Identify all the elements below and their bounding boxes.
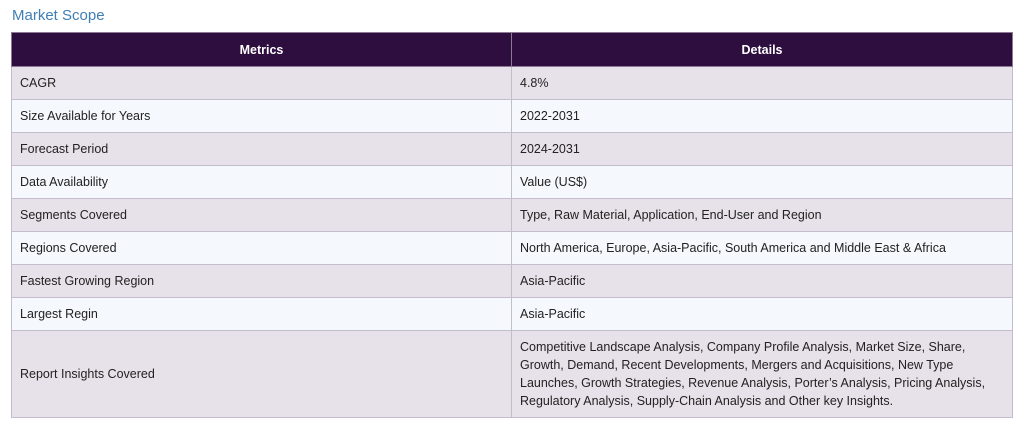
table-row: Largest Regin Asia-Pacific (11, 297, 1013, 331)
detail-cell: Value (US$) (511, 165, 1013, 199)
section-title: Market Scope (12, 7, 105, 24)
detail-cell: Asia-Pacific (511, 264, 1013, 298)
market-scope-table: Metrics Details CAGR 4.8% Size Available… (11, 32, 1013, 418)
metric-cell: Fastest Growing Region (11, 264, 512, 298)
detail-cell: 2024-2031 (511, 132, 1013, 166)
metric-cell: Report Insights Covered (11, 330, 512, 418)
column-header-details: Details (511, 32, 1013, 67)
table-row: Regions Covered North America, Europe, A… (11, 231, 1013, 265)
column-header-metrics: Metrics (11, 32, 512, 67)
table-row: Report Insights Covered Competitive Land… (11, 330, 1013, 418)
detail-cell: North America, Europe, Asia-Pacific, Sou… (511, 231, 1013, 265)
detail-cell: 4.8% (511, 66, 1013, 100)
table-row: Fastest Growing Region Asia-Pacific (11, 264, 1013, 298)
detail-cell: Type, Raw Material, Application, End-Use… (511, 198, 1013, 232)
metric-cell: Largest Regin (11, 297, 512, 331)
metric-cell: Forecast Period (11, 132, 512, 166)
table-header-row: Metrics Details (11, 32, 1013, 67)
metric-cell: CAGR (11, 66, 512, 100)
detail-cell: Asia-Pacific (511, 297, 1013, 331)
detail-cell: 2022-2031 (511, 99, 1013, 133)
detail-cell: Competitive Landscape Analysis, Company … (511, 330, 1013, 418)
table-row: Segments Covered Type, Raw Material, App… (11, 198, 1013, 232)
table-row: CAGR 4.8% (11, 66, 1013, 100)
table-row: Forecast Period 2024-2031 (11, 132, 1013, 166)
metric-cell: Data Availability (11, 165, 512, 199)
table-row: Data Availability Value (US$) (11, 165, 1013, 199)
metric-cell: Regions Covered (11, 231, 512, 265)
metric-cell: Size Available for Years (11, 99, 512, 133)
table-row: Size Available for Years 2022-2031 (11, 99, 1013, 133)
metric-cell: Segments Covered (11, 198, 512, 232)
